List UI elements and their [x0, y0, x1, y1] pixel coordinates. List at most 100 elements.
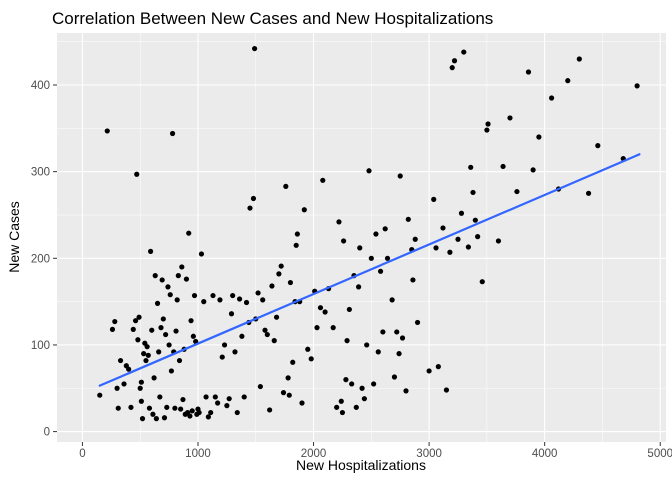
- data-point: [208, 409, 214, 416]
- data-point: [273, 314, 280, 320]
- data-point: [189, 408, 195, 414]
- data-point: [349, 381, 355, 387]
- data-point: [136, 314, 142, 320]
- data-point: [143, 357, 149, 364]
- data-point: [290, 359, 296, 365]
- data-point: [380, 329, 386, 335]
- data-point: [361, 396, 367, 402]
- data-point: [339, 409, 346, 416]
- data-point: [228, 311, 235, 317]
- data-point: [146, 405, 153, 411]
- data-point: [394, 329, 400, 335]
- data-point: [396, 351, 402, 357]
- y-tick-label: 300: [31, 167, 50, 179]
- data-point: [139, 416, 146, 422]
- data-point: [356, 284, 362, 290]
- data-point: [260, 297, 266, 303]
- data-point: [470, 189, 476, 196]
- data-point: [234, 409, 240, 416]
- data-point: [287, 279, 294, 286]
- data-point: [294, 231, 300, 237]
- x-tick-label: 5000: [647, 448, 672, 460]
- data-point: [212, 394, 218, 400]
- data-point: [117, 357, 124, 364]
- data-point: [163, 331, 169, 338]
- data-point: [403, 388, 409, 394]
- data-point: [196, 409, 202, 416]
- data-point: [114, 385, 120, 391]
- y-tick-label: 200: [31, 253, 50, 265]
- data-point: [595, 143, 601, 149]
- data-point: [153, 416, 159, 422]
- data-point: [507, 115, 513, 121]
- data-point: [167, 292, 173, 298]
- data-point: [203, 394, 209, 400]
- data-point: [168, 368, 175, 374]
- data-point: [215, 400, 221, 406]
- data-point: [250, 195, 257, 202]
- data-point: [455, 236, 461, 242]
- data-point: [634, 83, 640, 89]
- data-point: [346, 306, 352, 313]
- data-point: [565, 78, 571, 84]
- data-point: [479, 279, 485, 285]
- data-point: [239, 333, 245, 339]
- data-point: [276, 271, 282, 277]
- data-point: [175, 273, 181, 279]
- data-point: [377, 268, 384, 274]
- data-point: [330, 325, 336, 331]
- data-point: [449, 65, 455, 71]
- x-axis-ticks: 0 1000 2000 3000 4000 5000: [79, 442, 672, 460]
- data-point: [172, 405, 178, 411]
- data-point: [97, 392, 103, 398]
- data-point: [219, 354, 225, 360]
- y-axis-title: New Cases: [6, 201, 22, 273]
- data-point: [340, 238, 347, 244]
- data-point: [191, 292, 198, 299]
- data-point: [243, 299, 250, 306]
- data-point: [137, 385, 143, 391]
- data-point: [585, 190, 592, 196]
- data-point: [236, 296, 243, 302]
- data-point: [283, 183, 289, 189]
- data-point: [371, 381, 377, 387]
- data-point: [317, 305, 324, 311]
- data-point: [495, 238, 502, 244]
- x-tick-label: 2000: [301, 448, 327, 460]
- data-point: [148, 248, 154, 254]
- y-tick-label: 400: [31, 80, 50, 92]
- trend-line: [98, 153, 641, 387]
- data-point: [152, 273, 158, 279]
- data-point: [132, 318, 139, 324]
- data-point: [399, 335, 406, 341]
- data-point: [247, 205, 253, 211]
- data-point: [150, 411, 156, 417]
- data-point: [121, 381, 127, 387]
- data-point: [112, 318, 118, 325]
- data-point: [151, 375, 157, 381]
- data-point: [159, 277, 165, 283]
- data-point: [322, 309, 328, 315]
- data-point: [375, 349, 381, 355]
- data-point: [451, 58, 458, 64]
- data-point: [433, 245, 439, 251]
- data-point: [149, 327, 155, 333]
- data-point: [525, 69, 532, 75]
- x-axis-title: New Hospitalizations: [296, 457, 426, 473]
- data-point: [104, 128, 110, 134]
- x-tick-label: 0: [79, 448, 85, 460]
- data-point: [130, 326, 136, 332]
- data-point: [500, 163, 506, 170]
- data-point: [201, 299, 207, 305]
- data-point: [271, 338, 277, 344]
- data-point: [382, 226, 388, 232]
- data-point: [134, 171, 140, 177]
- data-point: [138, 379, 144, 385]
- data-point: [187, 413, 193, 419]
- data-point: [364, 342, 370, 348]
- data-point: [176, 357, 183, 364]
- data-point: [241, 394, 247, 400]
- y-axis-ticks: 0 100 200 300 400: [31, 80, 57, 439]
- data-point: [160, 316, 166, 322]
